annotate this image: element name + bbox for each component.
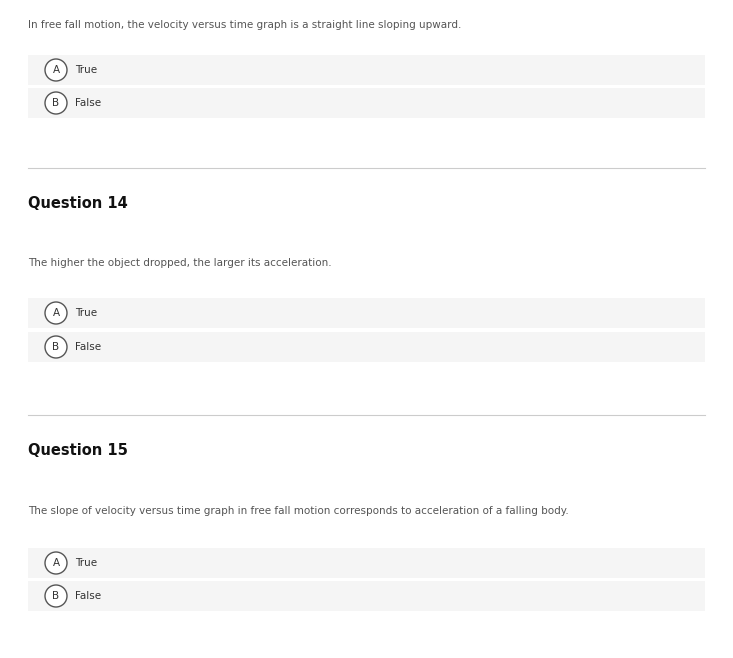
FancyBboxPatch shape: [28, 55, 705, 85]
Text: The higher the object dropped, the larger its acceleration.: The higher the object dropped, the large…: [28, 258, 331, 268]
Text: The slope of velocity versus time graph in free fall motion corresponds to accel: The slope of velocity versus time graph …: [28, 506, 569, 516]
Circle shape: [45, 59, 67, 81]
Circle shape: [45, 552, 67, 574]
Text: Question 15: Question 15: [28, 443, 128, 458]
Text: B: B: [53, 98, 59, 108]
Text: A: A: [53, 308, 59, 318]
FancyBboxPatch shape: [28, 332, 705, 362]
Text: B: B: [53, 591, 59, 601]
Text: False: False: [75, 98, 101, 108]
Text: Question 14: Question 14: [28, 196, 128, 211]
Circle shape: [45, 92, 67, 114]
Text: True: True: [75, 308, 97, 318]
Text: True: True: [75, 65, 97, 75]
Text: False: False: [75, 591, 101, 601]
Text: A: A: [53, 558, 59, 568]
Text: A: A: [53, 65, 59, 75]
FancyBboxPatch shape: [28, 548, 705, 578]
Text: In free fall motion, the velocity versus time graph is a straight line sloping u: In free fall motion, the velocity versus…: [28, 20, 461, 30]
Circle shape: [45, 336, 67, 358]
FancyBboxPatch shape: [28, 581, 705, 611]
Text: B: B: [53, 342, 59, 352]
Text: True: True: [75, 558, 97, 568]
Circle shape: [45, 585, 67, 607]
FancyBboxPatch shape: [28, 88, 705, 118]
Circle shape: [45, 302, 67, 324]
Text: False: False: [75, 342, 101, 352]
FancyBboxPatch shape: [28, 298, 705, 328]
